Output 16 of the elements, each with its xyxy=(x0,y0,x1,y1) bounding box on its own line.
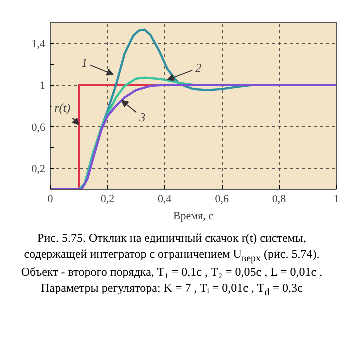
x-axis-title: Время, с xyxy=(173,210,214,222)
text: Рис. 5.75. Отклик на единичный скачок r(t) системы, содержащей интегратор с ограничением U$_{верх}$ (рис. 5.74). Объект - второго порядка, T₁ = 0,1с , T₂ = 0,05с , L = 0,01с . Параметры регулятора: K = 7 , Tᵢ = 0,01с , T$_{d}$ = 0,3с xyxy=(20,231,324,299)
x-tick-label: 0,8 xyxy=(272,194,287,206)
x-tick-label: 0 xyxy=(48,194,54,206)
annotation: 3 xyxy=(138,110,146,125)
x-tick-label: 1 xyxy=(334,194,340,206)
x-tick-label: 0,6 xyxy=(215,194,230,206)
y-tick-label: 0,6 xyxy=(32,122,46,134)
annotation: 1 xyxy=(82,56,88,70)
y-tick-label: 1,4 xyxy=(32,38,46,50)
y-tick-label: 0,2 xyxy=(32,164,46,176)
annotation: r(t) xyxy=(54,101,71,116)
annotation: 2 xyxy=(196,61,202,76)
x-tick-label: 0,2 xyxy=(100,194,115,206)
y-tick-label: 1 xyxy=(40,80,46,92)
x-tick-label: 0,4 xyxy=(158,194,172,206)
